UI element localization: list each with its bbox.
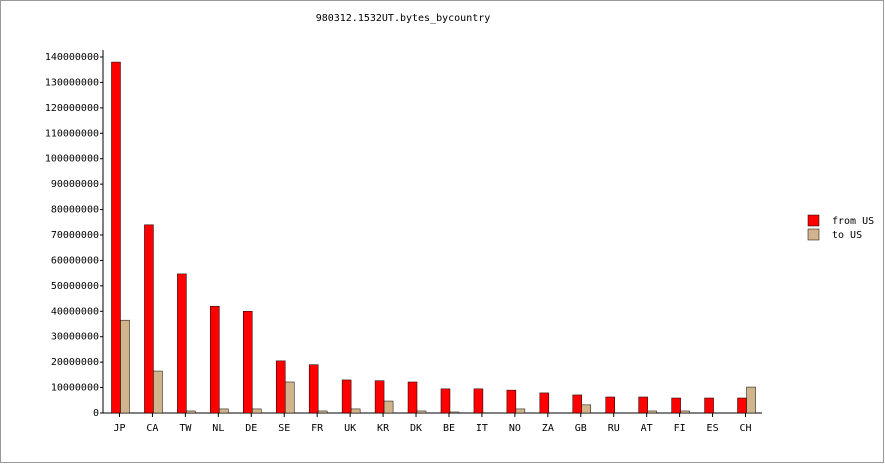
x-tick-label: NO [509, 423, 521, 434]
x-tick-label: KR [377, 423, 390, 434]
bar [440, 388, 451, 414]
bar [111, 61, 121, 414]
y-tick-label: 40000000 [51, 306, 99, 317]
bar [581, 404, 592, 414]
bar [219, 408, 229, 414]
x-tick-label: UK [344, 423, 356, 434]
y-tick-label: 110000000 [45, 128, 99, 139]
x-tick-label: SE [278, 423, 290, 434]
bar [243, 311, 253, 414]
bar [638, 396, 648, 414]
bar [153, 370, 163, 414]
x-tick-label: RU [608, 423, 620, 434]
y-tick-label: 130000000 [45, 77, 99, 88]
legend-label: to US [832, 230, 862, 241]
bar [144, 224, 154, 414]
bar [449, 411, 460, 414]
bar [317, 410, 328, 414]
legend-swatch [807, 228, 820, 241]
bar [383, 400, 394, 414]
bar [746, 386, 756, 414]
x-tick-label: CA [146, 423, 158, 434]
x-tick-label: TW [179, 423, 192, 434]
bar [647, 410, 657, 414]
bar [284, 381, 295, 414]
bar [680, 410, 690, 414]
bar [572, 394, 583, 414]
bar [515, 408, 526, 414]
x-tick-label: FR [311, 423, 324, 434]
x-tick-label: ES [707, 423, 719, 434]
bar [704, 397, 714, 414]
y-tick-label: 10000000 [51, 383, 99, 394]
y-tick-label: 140000000 [45, 52, 99, 63]
bar [252, 408, 262, 414]
y-tick-label: 120000000 [45, 103, 99, 114]
bar [605, 396, 615, 414]
bar [177, 273, 187, 414]
legend-swatch [807, 214, 820, 227]
bar [308, 364, 319, 414]
x-tick-label: DE [245, 423, 257, 434]
bar [407, 381, 418, 414]
bar [374, 380, 385, 414]
x-tick-label: DK [410, 423, 422, 434]
y-tick-label: 30000000 [51, 332, 99, 343]
bar [341, 379, 352, 414]
x-tick-label: NL [212, 423, 224, 434]
bar [350, 408, 361, 414]
x-tick-label: CH [740, 423, 752, 434]
y-tick-label: 20000000 [51, 357, 99, 368]
y-tick-label: 70000000 [51, 230, 99, 241]
bar [416, 410, 427, 414]
x-tick-label: IT [476, 423, 488, 434]
y-tick-label: 90000000 [51, 179, 99, 190]
bar [120, 319, 130, 414]
x-tick-label: ZA [542, 423, 554, 434]
bar [506, 389, 517, 414]
y-tick-label: 80000000 [51, 205, 99, 216]
x-tick-label: AT [641, 423, 653, 434]
x-tick-label: FI [674, 423, 686, 434]
bar [473, 388, 484, 414]
chart-title: 980312.1532UT.bytes_bycountry [316, 13, 491, 24]
x-tick-label: JP [113, 423, 125, 434]
bar [539, 392, 550, 414]
bar [671, 397, 681, 414]
x-tick-label: GB [575, 423, 587, 434]
y-tick-label: 100000000 [45, 154, 99, 165]
bar [186, 410, 196, 414]
bar [210, 305, 220, 414]
y-tick-label: 0 [93, 408, 99, 419]
y-tick-label: 60000000 [51, 255, 99, 266]
x-tick-label: BE [443, 423, 455, 434]
bar [275, 360, 286, 414]
bar [737, 397, 747, 414]
y-tick-label: 50000000 [51, 281, 99, 292]
legend-label: from US [832, 216, 874, 227]
